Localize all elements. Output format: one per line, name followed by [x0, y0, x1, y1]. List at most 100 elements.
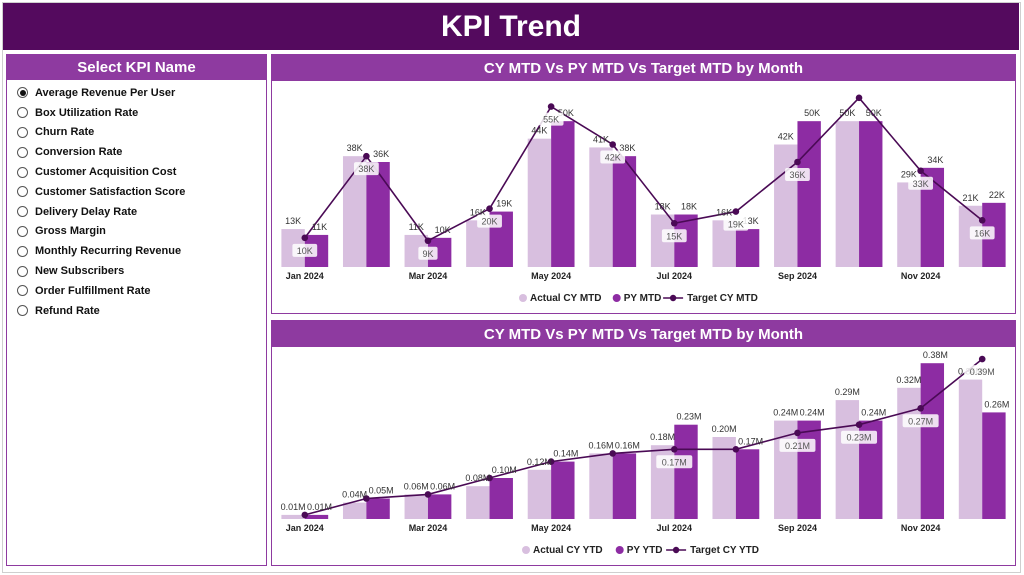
target-point[interactable] [978, 355, 986, 363]
target-data-label: 19K [728, 220, 744, 230]
radio-button-icon[interactable] [17, 225, 28, 237]
actual-bar[interactable] [527, 138, 552, 267]
legend-dot-icon [519, 294, 527, 302]
py-bar[interactable] [427, 494, 452, 519]
target-point[interactable] [547, 103, 555, 110]
py-bar[interactable] [797, 121, 821, 267]
kpi-slicer-header: Select KPI Name [7, 55, 266, 80]
target-point[interactable] [794, 429, 801, 437]
actual-bar[interactable] [589, 147, 613, 267]
kpi-option[interactable]: Conversion Rate [17, 142, 266, 162]
x-tick-label: Jul 2024 [657, 271, 693, 281]
x-tick-label: May 2024 [531, 271, 571, 281]
actual-bar[interactable] [774, 144, 798, 268]
py-bar[interactable] [735, 229, 760, 267]
ytd-chart: 0.01M 0.01M 0.04M 0.05M 0.06M 0.06M 0.08M0.10M… [281, 350, 1010, 556]
actual-bar[interactable] [466, 486, 490, 519]
target-point[interactable] [363, 152, 370, 160]
actual-bar[interactable] [835, 121, 860, 267]
actual-data-label: 16K [716, 207, 732, 217]
kpi-option[interactable]: Order Fulfillment Rate [17, 281, 266, 301]
py-bar[interactable] [551, 121, 575, 267]
py-data-label: 13K [743, 216, 759, 226]
target-point[interactable] [424, 491, 432, 498]
kpi-option[interactable]: Refund Rate [17, 301, 266, 321]
py-bar[interactable] [304, 514, 329, 519]
target-point[interactable] [917, 405, 924, 412]
py-data-label: 0.24M [861, 408, 886, 418]
target-data-label: 0.21M [785, 441, 810, 451]
target-point[interactable] [670, 219, 678, 227]
target-point[interactable] [486, 474, 493, 482]
actual-bar[interactable] [527, 469, 552, 519]
py-bar[interactable] [489, 478, 513, 519]
py-bar[interactable] [612, 453, 637, 519]
kpi-option[interactable]: Box Utilization Rate [17, 103, 266, 123]
py-bar[interactable] [797, 420, 821, 519]
actual-bar[interactable] [342, 502, 367, 519]
radio-button-icon[interactable] [17, 206, 28, 218]
x-tick-label: Jan 2024 [286, 271, 324, 281]
py-bar[interactable] [674, 424, 698, 519]
actual-bar[interactable] [897, 387, 921, 519]
target-point[interactable] [732, 208, 740, 215]
target-point[interactable] [301, 511, 309, 519]
radio-button-icon[interactable] [17, 166, 28, 178]
py-bar[interactable] [920, 167, 945, 267]
target-point[interactable] [978, 217, 986, 224]
py-bar[interactable] [366, 498, 390, 520]
x-tick-label: Nov 2024 [901, 523, 941, 533]
radio-button-icon[interactable] [17, 146, 28, 158]
py-bar[interactable] [859, 121, 883, 267]
target-point[interactable] [732, 446, 740, 453]
actual-bar[interactable] [712, 437, 736, 519]
radio-button-icon[interactable] [17, 107, 28, 119]
target-point[interactable] [301, 234, 309, 242]
actual-bar[interactable] [712, 220, 736, 267]
radio-button-icon[interactable] [17, 305, 28, 317]
py-bar[interactable] [859, 420, 883, 519]
target-point[interactable] [609, 450, 617, 457]
radio-button-icon[interactable] [17, 285, 28, 297]
py-bar[interactable] [612, 156, 637, 267]
target-point[interactable] [609, 141, 617, 148]
py-bar[interactable] [982, 412, 1006, 519]
radio-button-icon[interactable] [17, 265, 28, 277]
target-point[interactable] [855, 421, 863, 428]
py-bar[interactable] [551, 461, 575, 519]
radio-button-icon[interactable] [17, 245, 28, 257]
kpi-option-label: New Subscribers [35, 265, 125, 278]
kpi-option[interactable]: Customer Acquisition Cost [17, 162, 266, 182]
actual-bar[interactable] [589, 453, 613, 519]
kpi-option[interactable]: Churn Rate [17, 123, 266, 143]
radio-button-icon[interactable] [17, 87, 28, 99]
radio-button-icon[interactable] [17, 126, 28, 138]
target-point[interactable] [547, 458, 555, 465]
actual-data-label: 0.16M [588, 440, 613, 450]
kpi-option[interactable]: Average Revenue Per User [17, 83, 266, 103]
kpi-option[interactable]: Delivery Delay Rate [17, 202, 266, 222]
target-point[interactable] [794, 158, 801, 166]
py-data-label: 50K [558, 108, 574, 118]
radio-button-icon[interactable] [17, 186, 28, 198]
kpi-option[interactable]: Gross Margin [17, 222, 266, 242]
py-bar[interactable] [366, 162, 390, 267]
kpi-option[interactable]: Customer Satisfaction Score [17, 182, 266, 202]
kpi-option[interactable]: New Subscribers [17, 261, 266, 281]
actual-bar[interactable] [342, 156, 367, 267]
actual-bar[interactable] [835, 400, 860, 519]
target-point[interactable] [917, 167, 924, 175]
py-bar[interactable] [920, 363, 945, 519]
target-point[interactable] [670, 446, 678, 453]
target-point[interactable] [424, 237, 432, 245]
actual-bar[interactable] [281, 514, 305, 519]
actual-bar[interactable] [466, 220, 490, 267]
actual-bar[interactable] [404, 494, 428, 519]
kpi-option[interactable]: Monthly Recurring Revenue [17, 241, 266, 261]
py-bar[interactable] [735, 449, 760, 519]
target-point[interactable] [486, 205, 493, 212]
target-point[interactable] [363, 495, 370, 502]
actual-bar[interactable] [897, 182, 921, 267]
actual-bar[interactable] [958, 379, 983, 519]
target-point[interactable] [855, 94, 863, 102]
